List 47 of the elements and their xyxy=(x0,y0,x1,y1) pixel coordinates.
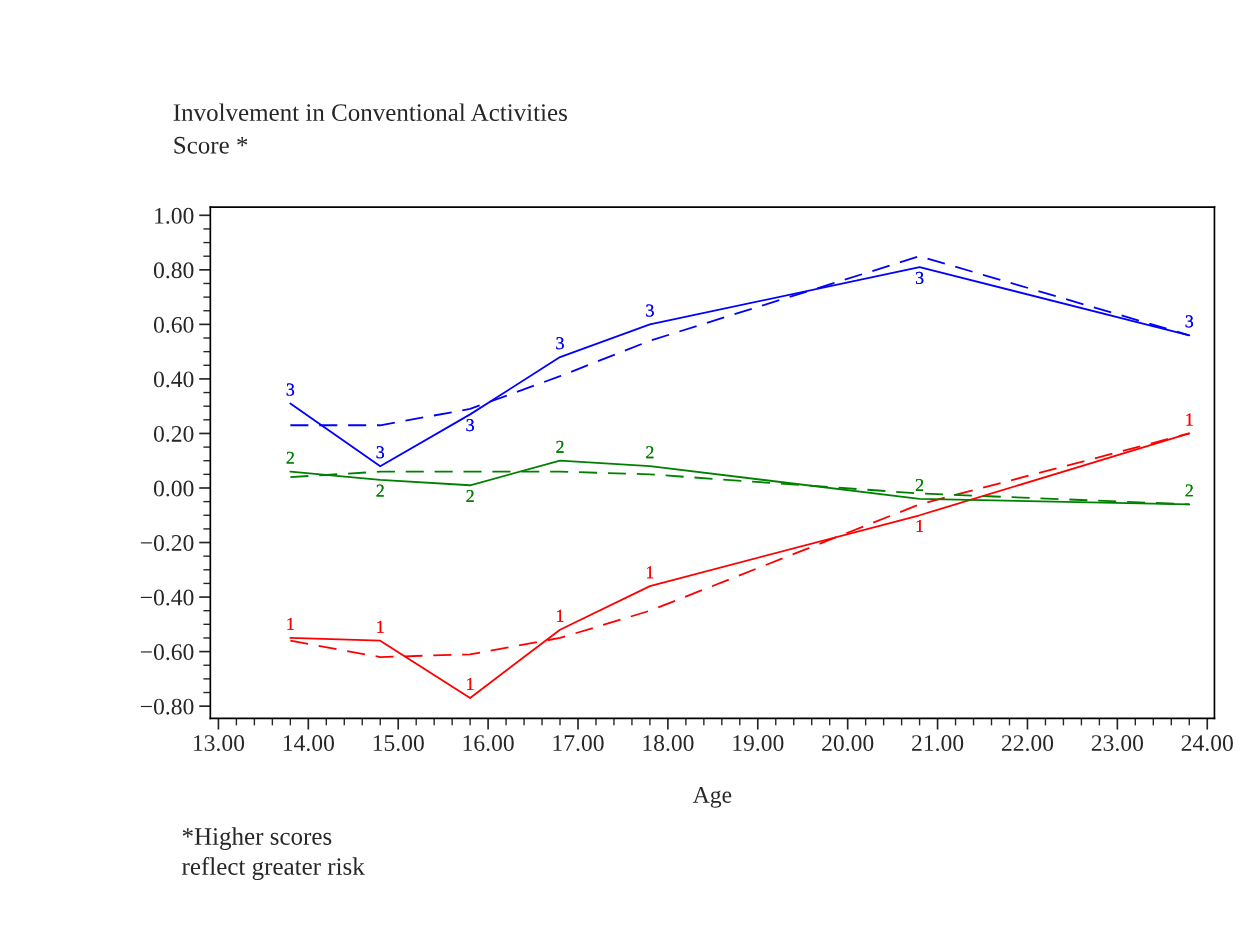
text: 2 xyxy=(556,440,564,453)
text: 3 xyxy=(915,271,924,284)
x-tick-label: 20.00 xyxy=(822,735,874,752)
y-tick-label: −0.40 xyxy=(140,589,194,606)
text: 1 xyxy=(1186,413,1193,426)
text: 1 xyxy=(377,620,384,633)
x-tick-label: 14.00 xyxy=(283,735,334,752)
text: 2 xyxy=(466,490,474,502)
y-tick-label: −0.20 xyxy=(140,535,194,552)
y-tick-label: 0.80 xyxy=(153,262,194,279)
chart-title: Involvement in Conventional Activities xyxy=(173,103,567,122)
y-tick-label: 0.00 xyxy=(153,480,194,497)
x-tick-label: 15.00 xyxy=(373,735,424,752)
y-tick-label: 0.20 xyxy=(153,425,194,442)
text: 2 xyxy=(646,446,654,459)
x-tick-label: 13.00 xyxy=(193,735,245,752)
text: 3 xyxy=(376,446,385,459)
y-tick-label: 0.40 xyxy=(153,371,194,388)
text: 3 xyxy=(1185,315,1194,328)
series-label: 2 xyxy=(376,484,384,497)
x-tick-label: 19.00 xyxy=(733,735,784,752)
text: 2 xyxy=(286,451,294,464)
text: 1 xyxy=(646,566,654,579)
y-tick-label: −0.80 xyxy=(140,698,194,715)
x-tick-label: 22.00 xyxy=(1001,735,1054,752)
series-label: 1 xyxy=(916,520,924,532)
text: 1 xyxy=(557,609,564,622)
text: 1 xyxy=(287,618,294,630)
x-tick-label: 23.00 xyxy=(1091,735,1144,752)
y-axis-title: Score * xyxy=(174,136,248,154)
x-tick-label: 17.00 xyxy=(553,735,604,752)
text: 2 xyxy=(1185,484,1193,497)
x-tick-label: 24.00 xyxy=(1181,735,1233,752)
text: *Higher scores reflect greater risk xyxy=(182,827,365,881)
text: 3 xyxy=(646,304,654,317)
y-tick-label: 0.60 xyxy=(153,316,194,333)
text: 3 xyxy=(556,337,564,350)
x-tick-label: 18.00 xyxy=(643,735,694,752)
x-tick-label: 21.00 xyxy=(912,735,964,752)
x-tick-label: 16.00 xyxy=(463,735,514,752)
x-axis-title: Age xyxy=(692,787,732,808)
y-tick-label: 1.00 xyxy=(155,207,194,224)
y-tick-label: −0.60 xyxy=(140,644,194,661)
text: 3 xyxy=(286,383,295,396)
series-label: 3 xyxy=(466,419,474,432)
text: 1 xyxy=(467,678,474,690)
text: 2 xyxy=(915,478,924,491)
